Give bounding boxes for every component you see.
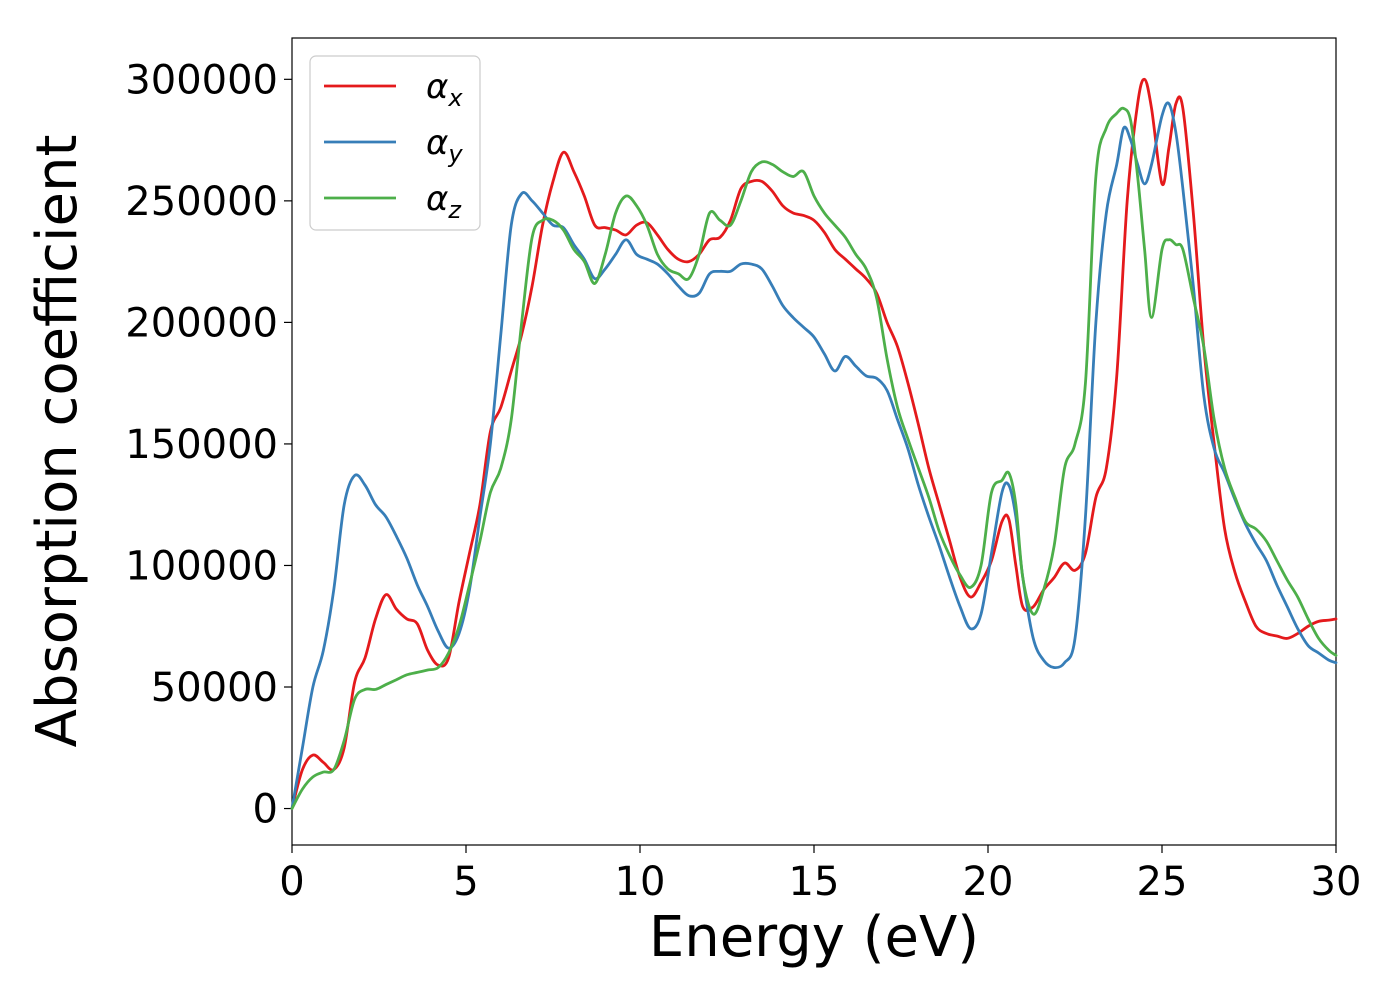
x-tick-label: 5	[453, 859, 478, 905]
y-tick-label: 250000	[125, 179, 278, 225]
x-tick-label: 0	[279, 859, 304, 905]
series-lines	[290, 77, 1338, 810]
legend-label-subscript: y	[447, 140, 463, 168]
y-tick-label: 0	[253, 787, 278, 833]
legend-label-alpha-z: αz	[426, 179, 462, 224]
y-tick-label: 50000	[151, 665, 278, 711]
x-axis-title: Energy (eV)	[649, 905, 979, 970]
x-tick-label: 20	[963, 859, 1014, 905]
series-line-alpha-z	[290, 106, 1338, 810]
y-tick-label: 300000	[125, 57, 278, 103]
legend-label-alpha-x: αx	[426, 67, 463, 112]
legend-label-symbol: α	[426, 67, 448, 107]
legend-label-symbol: α	[426, 179, 448, 219]
legend-label-alpha-y: αy	[426, 123, 463, 168]
x-tick-label: 10	[615, 859, 666, 905]
series-line-alpha-y	[290, 101, 1338, 810]
legend-label-subscript: x	[447, 84, 463, 112]
y-tick-label: 100000	[125, 543, 278, 589]
y-axis-ticks: 0 50000 100000 150000 200000 250000 300000	[125, 57, 292, 833]
y-tick-label: 150000	[125, 422, 278, 468]
y-tick-label: 200000	[125, 300, 278, 346]
y-axis-title: Absorption coefficient	[25, 135, 90, 748]
x-axis-ticks: 0 5 10 15 20 25 30	[279, 845, 1361, 905]
legend-label-subscript: z	[447, 196, 462, 224]
x-tick-label: 25	[1137, 859, 1188, 905]
x-tick-label: 15	[789, 859, 840, 905]
legend-label-symbol: α	[426, 123, 448, 163]
x-tick-label: 30	[1311, 859, 1362, 905]
